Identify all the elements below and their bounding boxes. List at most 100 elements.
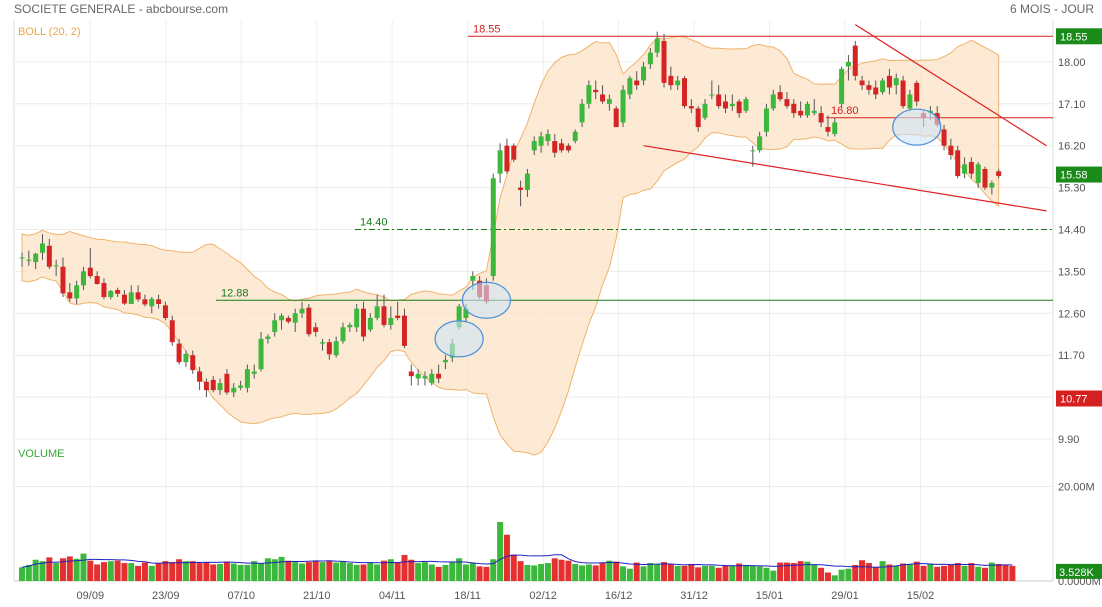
volume-badge <box>1056 563 1102 579</box>
volume-bar <box>367 563 374 581</box>
volume-bar <box>182 561 189 581</box>
candle-body <box>914 82 920 102</box>
candle-body <box>586 85 592 104</box>
volume-bar <box>25 564 32 581</box>
volume-bar <box>872 566 879 581</box>
candle-body <box>811 110 817 114</box>
volume-bar <box>995 563 1002 581</box>
volume-bar <box>162 561 169 581</box>
volume-bar <box>661 562 668 581</box>
volume-bar <box>148 565 155 581</box>
candle-body <box>67 292 73 299</box>
volume-bar <box>551 558 558 581</box>
volume-bar <box>19 567 25 581</box>
volume-bar <box>319 562 326 581</box>
candle-body <box>272 320 278 332</box>
x-tick-label: 15/01 <box>756 590 784 602</box>
y-tick-label: 12.60 <box>1058 308 1086 320</box>
price-badge-label: 15.58 <box>1060 170 1088 182</box>
candle-body <box>702 103 708 118</box>
volume-bar <box>374 564 381 581</box>
volume-bar <box>927 563 934 581</box>
volume-bar <box>230 563 237 581</box>
volume-bar <box>756 566 763 581</box>
candle-body <box>552 141 558 153</box>
candle-body <box>197 371 203 382</box>
candle-body <box>538 136 544 146</box>
volume-bar <box>954 563 961 581</box>
volume-bar <box>558 559 565 581</box>
candle-body <box>497 150 503 174</box>
candle-body <box>661 40 667 83</box>
volume-bar <box>401 555 408 581</box>
candle-body <box>893 78 899 86</box>
volume-bar <box>831 575 838 581</box>
volume-bar <box>271 559 278 581</box>
candle-body <box>606 99 612 104</box>
price-badge-label: 18.55 <box>1060 31 1088 43</box>
candle-body <box>682 78 688 107</box>
volume-bar <box>524 564 531 581</box>
candle-body <box>996 171 1002 176</box>
candle-body <box>832 122 838 135</box>
candle-body <box>361 308 366 337</box>
candle-body <box>285 317 291 322</box>
volume-average-line <box>21 554 1013 568</box>
candle-body <box>422 376 428 379</box>
trendline <box>854 24 1047 147</box>
chart-title: SOCIETE GENERALE - abcbourse.com <box>14 2 229 16</box>
volume-bar <box>749 565 756 581</box>
candle-body <box>688 106 694 109</box>
level-label: 16.80 <box>831 105 859 117</box>
candle-body <box>108 290 114 298</box>
volume-bar <box>428 564 435 581</box>
candle-body <box>367 317 373 330</box>
candle-body <box>593 89 599 93</box>
x-tick-label: 16/12 <box>605 590 633 602</box>
candle-body <box>859 80 865 86</box>
volume-bar <box>613 561 620 581</box>
candle-body <box>784 99 790 107</box>
candle-body <box>279 315 285 321</box>
volume-bar <box>941 565 948 581</box>
candle-body <box>46 245 52 267</box>
volume-bar <box>141 562 148 581</box>
candle-body <box>866 85 872 90</box>
volume-bar <box>695 567 702 581</box>
volume-bar <box>920 565 927 581</box>
candle-body <box>53 265 59 267</box>
volume-bar <box>435 566 442 581</box>
volume-bar <box>503 534 510 581</box>
candle-body <box>845 61 851 67</box>
volume-bar <box>326 561 333 581</box>
candle-body <box>729 103 735 107</box>
candle-body <box>429 373 435 384</box>
x-tick-label: 02/12 <box>529 590 557 602</box>
volume-bar <box>121 563 128 581</box>
volume-bar <box>66 556 73 581</box>
candle-body <box>156 299 162 304</box>
candle-body <box>798 110 804 116</box>
volume-bar <box>53 563 60 581</box>
volume-bar <box>968 563 975 581</box>
candle-body <box>641 66 647 81</box>
candle-body <box>600 94 606 102</box>
volume-bar <box>790 563 797 581</box>
volume-bar <box>599 563 606 581</box>
y-tick-label: 15.30 <box>1058 183 1086 195</box>
volume-bar <box>128 563 135 581</box>
volume-bar <box>763 567 770 581</box>
volume-bar <box>934 566 941 581</box>
volume-bar <box>394 562 401 581</box>
volume-bar <box>818 567 825 581</box>
volume-bar <box>408 559 415 581</box>
volume-bar <box>456 558 463 581</box>
level-label: 14.40 <box>360 217 388 229</box>
volume-bar <box>975 566 982 581</box>
y-tick-label: 13.50 <box>1058 266 1086 278</box>
candle-body <box>306 307 312 335</box>
candle-body <box>142 299 148 305</box>
volume-bar <box>824 572 831 581</box>
volume-badge-label: 3.528K <box>1059 567 1095 579</box>
candle-body <box>121 294 127 304</box>
